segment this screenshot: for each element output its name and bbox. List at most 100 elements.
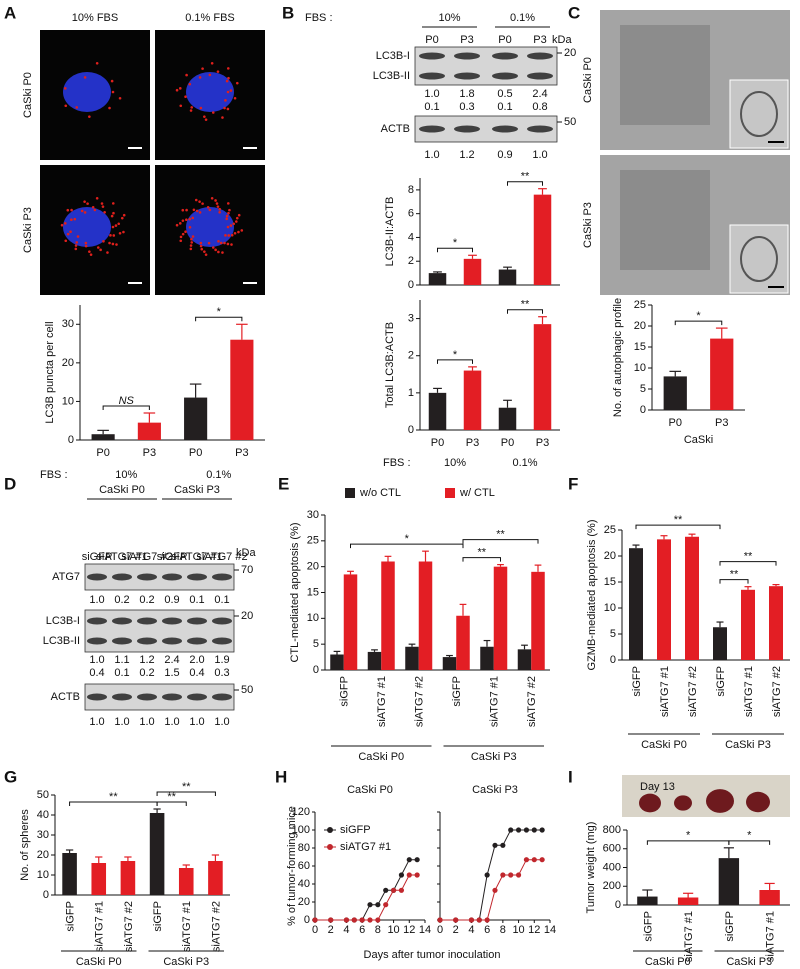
puncta xyxy=(69,230,72,234)
label: 50 xyxy=(564,116,576,128)
quant-label: 0.1 xyxy=(114,667,129,679)
puncta xyxy=(73,217,77,221)
point xyxy=(406,872,412,878)
puncta xyxy=(76,235,80,238)
x-tick-label: P3 xyxy=(536,437,549,449)
label: P3 xyxy=(533,34,546,46)
error-bar xyxy=(124,856,132,861)
y-tick-label: 20 xyxy=(634,320,646,332)
error-bar xyxy=(503,266,512,270)
label: LC3B-I xyxy=(46,615,80,627)
y-tick-label: 0 xyxy=(43,889,49,901)
bar xyxy=(517,649,532,670)
puncta xyxy=(99,248,102,252)
puncta xyxy=(96,246,100,249)
y-axis-label: GZMB-mediated apoptosis (%) xyxy=(586,520,598,671)
bar xyxy=(442,657,457,670)
error-bar xyxy=(521,644,528,650)
label: P0 xyxy=(498,34,511,46)
label: kDa xyxy=(236,547,256,559)
puncta xyxy=(201,202,204,205)
point xyxy=(531,857,537,863)
band xyxy=(527,52,553,60)
legend-swatch xyxy=(445,488,455,498)
quant-label: 0.9 xyxy=(497,149,512,161)
point xyxy=(492,842,498,848)
y-tick-label: 2 xyxy=(408,350,414,362)
panel-label: I xyxy=(568,767,573,786)
error-bar xyxy=(236,323,248,340)
point xyxy=(383,887,389,893)
puncta xyxy=(225,79,229,83)
y-tick-label: 20 xyxy=(62,357,74,369)
x-tick-label: P0 xyxy=(669,417,682,429)
bar xyxy=(91,434,115,440)
y-tick-label: 10 xyxy=(307,612,319,624)
label: siGFP xyxy=(82,551,113,563)
puncta xyxy=(188,82,192,86)
label: ATG7 xyxy=(52,571,80,583)
puncta xyxy=(184,95,187,99)
group-label: 10% xyxy=(444,457,466,469)
quant-label: 1.9 xyxy=(214,654,229,666)
puncta xyxy=(83,211,87,214)
puncta xyxy=(111,242,115,246)
band xyxy=(187,693,207,701)
label: siATG7 #2 xyxy=(121,551,172,563)
label: CaSki P3 xyxy=(22,207,34,253)
blot-membrane xyxy=(84,683,235,711)
puncta xyxy=(199,241,203,245)
band xyxy=(419,125,445,133)
x-tick-label: siGFP xyxy=(631,666,643,697)
band xyxy=(492,125,518,133)
puncta xyxy=(224,234,227,237)
error-bar xyxy=(189,383,202,398)
x-tick-label: siATG7 #1 xyxy=(94,901,106,952)
subplot-title: CaSki P3 xyxy=(472,784,518,796)
quant-label: 0.8 xyxy=(532,101,547,113)
quant-label: 0.1 xyxy=(424,101,439,113)
bar xyxy=(759,890,780,905)
puncta xyxy=(191,235,195,238)
puncta xyxy=(217,250,220,254)
puncta xyxy=(122,230,125,234)
band xyxy=(419,72,445,80)
nucleus xyxy=(63,72,111,112)
x-tick-label: siATG7 #1 xyxy=(659,666,671,717)
y-tick-label: 15 xyxy=(634,341,646,353)
puncta xyxy=(199,106,203,110)
point xyxy=(312,917,318,923)
error-bar xyxy=(95,856,103,863)
point xyxy=(414,857,420,863)
puncta xyxy=(101,205,105,208)
puncta xyxy=(226,90,230,94)
puncta xyxy=(190,241,194,244)
significance-bracket xyxy=(635,524,721,530)
x-tick-label: siGFP xyxy=(715,666,727,697)
puncta xyxy=(179,239,183,243)
significance-bracket xyxy=(728,840,771,845)
puncta xyxy=(184,230,187,234)
x-tick-label: siATG7 #1 xyxy=(683,911,695,962)
bar xyxy=(330,654,344,670)
annotation: ** xyxy=(521,171,530,183)
bar xyxy=(718,858,740,905)
x-tick-label: siATG7 #2 xyxy=(210,901,222,952)
significance-bracket xyxy=(719,579,749,584)
error-bar xyxy=(97,429,109,435)
puncta xyxy=(66,232,70,236)
error-bar xyxy=(211,854,220,861)
x-tick-label: siATG7 #1 xyxy=(489,676,501,727)
puncta xyxy=(175,223,179,227)
x-tick-label: 14 xyxy=(544,924,556,936)
puncta xyxy=(192,208,196,212)
annotation: * xyxy=(696,310,701,322)
puncta xyxy=(64,239,68,243)
puncta xyxy=(178,87,182,90)
label: ACTB xyxy=(51,691,80,703)
band xyxy=(162,693,182,701)
puncta xyxy=(191,216,194,220)
error-bar xyxy=(723,847,734,859)
y-tick-label: 10 xyxy=(62,395,74,407)
quant-label: 1.0 xyxy=(89,716,104,728)
